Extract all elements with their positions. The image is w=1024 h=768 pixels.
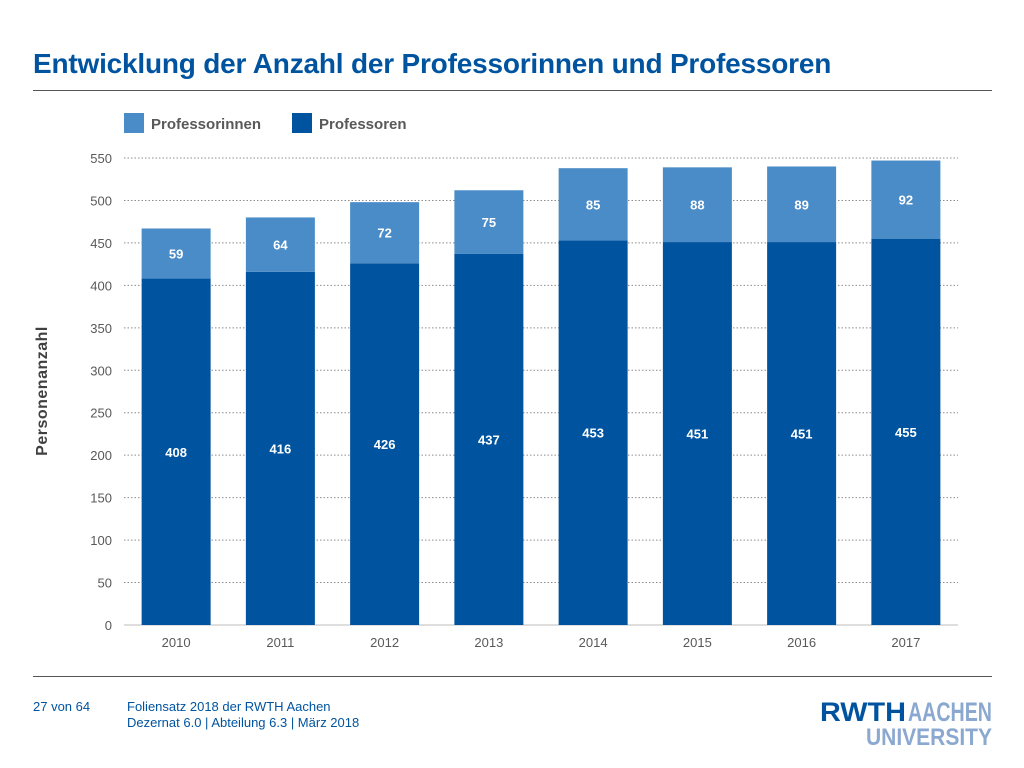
footer-source: Foliensatz 2018 der RWTH Aachen Dezernat… (127, 699, 359, 731)
page-number: 27 von 64 (33, 699, 91, 714)
bar-professorinnen-2017 (871, 160, 941, 239)
rwth-logo: RWTH AACHEN UNIVERSITY (820, 697, 992, 749)
stacked-bar-chart: 0 50 100 150 200 250 300 350 400 450 500 550 Persone… (34, 113, 958, 650)
bar-professorinnen-2016 (767, 166, 837, 243)
logo-aachen: AACHEN (908, 697, 992, 727)
y-tick-label: 100 (90, 533, 112, 548)
y-tick-label: 50 (98, 576, 112, 591)
x-tick-label: 2011 (266, 635, 294, 650)
bar-professorinnen-2010 (141, 228, 211, 279)
y-tick-label: 450 (90, 236, 112, 251)
bar-professorinnen-2014 (558, 168, 628, 241)
data-label-professoren-2017: 455 (895, 425, 917, 440)
y-tick-label: 400 (90, 278, 112, 293)
data-label-professoren-2011: 416 (270, 441, 292, 456)
data-label-professoren-2015: 451 (687, 427, 709, 442)
logo-university: UNIVERSITY (866, 724, 992, 749)
x-tick-label: 2017 (891, 635, 920, 650)
footer-source-line2: Dezernat 6.0 | Abteilung 6.3 | März 2018 (127, 715, 360, 730)
footer-divider (33, 676, 992, 677)
y-tick-label: 350 (90, 321, 112, 336)
legend-swatch-professorinnen (124, 113, 144, 133)
y-tick-label: 500 (90, 193, 112, 208)
data-label-professoren-2010: 408 (165, 445, 187, 460)
footer-source-line1: Foliensatz 2018 der RWTH Aachen (127, 699, 331, 714)
bar-professoren-2012 (350, 263, 420, 625)
y-axis-label: Personenanzahl (34, 326, 51, 456)
bar-professoren-2014 (558, 240, 628, 625)
y-tick-label: 550 (90, 151, 112, 166)
bar-professoren-2011 (245, 271, 315, 625)
page-title: Entwicklung der Anzahl der Professorinne… (33, 48, 832, 79)
data-label-professorinnen-2012: 72 (377, 226, 391, 241)
data-label-professorinnen-2013: 75 (482, 215, 496, 230)
title-divider (33, 90, 992, 91)
data-label-professoren-2012: 426 (374, 437, 396, 452)
data-label-professorinnen-2016: 89 (794, 197, 808, 212)
data-label-professorinnen-2011: 64 (273, 238, 288, 253)
logo-rwth: RWTH (820, 697, 906, 727)
bar-professoren-2010 (141, 278, 211, 625)
x-tick-label: 2015 (683, 635, 712, 650)
y-tick-label: 200 (90, 448, 112, 463)
bar-professorinnen-2015 (662, 167, 732, 243)
data-label-professorinnen-2015: 88 (690, 198, 704, 213)
bar-professorinnen-2012 (350, 202, 420, 264)
x-tick-label: 2016 (787, 635, 816, 650)
bar-professorinnen-2011 (245, 217, 315, 272)
data-label-professorinnen-2014: 85 (586, 197, 600, 212)
y-tick-label: 150 (90, 491, 112, 506)
bar-professoren-2015 (662, 242, 732, 625)
data-label-professoren-2016: 451 (791, 427, 813, 442)
y-tick-label: 0 (105, 618, 112, 633)
legend-label-professorinnen: Professorinnen (151, 116, 261, 133)
data-label-professoren-2014: 453 (582, 426, 604, 441)
y-tick-label: 300 (90, 363, 112, 378)
data-label-professorinnen-2010: 59 (169, 247, 183, 262)
x-tick-label: 2013 (474, 635, 503, 650)
legend-swatch-professoren (292, 113, 312, 133)
bar-professoren-2017 (871, 238, 941, 625)
bar-professoren-2016 (767, 242, 837, 625)
y-tick-label: 250 (90, 406, 112, 421)
data-label-professoren-2013: 437 (478, 432, 500, 447)
x-tick-label: 2010 (162, 635, 191, 650)
x-tick-label: 2012 (370, 635, 399, 650)
bar-professoren-2013 (454, 253, 524, 625)
x-tick-label: 2014 (579, 635, 608, 650)
data-label-professorinnen-2017: 92 (899, 193, 913, 208)
legend-label-professoren: Professoren (319, 116, 407, 133)
bar-professorinnen-2013 (454, 190, 524, 254)
